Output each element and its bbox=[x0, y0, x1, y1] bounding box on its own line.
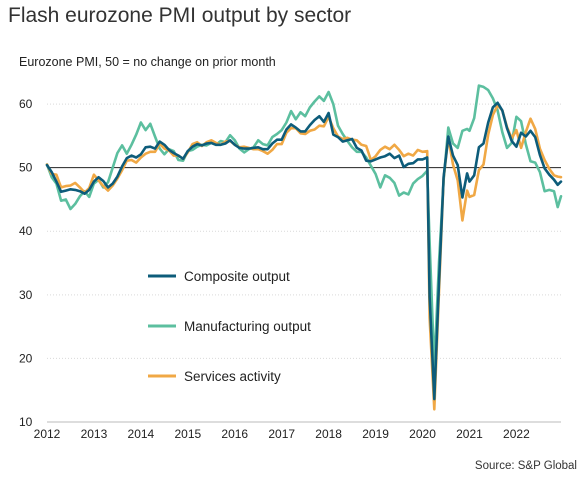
y-axis-ticks: 10 20 30 40 50 60 bbox=[19, 97, 33, 429]
x-tick-label: 2018 bbox=[315, 427, 342, 441]
series-line-composite-output bbox=[45, 101, 563, 401]
x-tick-label: 2013 bbox=[81, 427, 108, 441]
legend-label-services-activity: Services activity bbox=[184, 369, 281, 384]
series-line-services-activity bbox=[45, 104, 563, 411]
source-note: Source: S&P Global bbox=[474, 460, 577, 472]
legend-label-composite-output: Composite output bbox=[184, 269, 290, 284]
chart-title: Flash eurozone PMI output by sector bbox=[8, 4, 352, 27]
y-tick-label: 10 bbox=[19, 415, 33, 429]
series-lines bbox=[45, 84, 563, 411]
legend: Composite output Manufacturing output Serv… bbox=[148, 269, 311, 384]
x-tick-label: 2017 bbox=[268, 427, 295, 441]
x-tick-label: 2014 bbox=[128, 427, 155, 441]
x-tick-label: 2022 bbox=[503, 427, 530, 441]
x-tick-label: 2015 bbox=[174, 427, 201, 441]
x-tick-label: 2019 bbox=[362, 427, 389, 441]
y-tick-label: 20 bbox=[19, 351, 33, 365]
x-tick-label: 2012 bbox=[34, 427, 61, 441]
x-tick-label: 2016 bbox=[221, 427, 248, 441]
x-axis: 2012 2013 2014 2015 2016 2017 2018 2019 2020 2021… bbox=[34, 421, 561, 441]
y-tick-label: 60 bbox=[19, 97, 33, 111]
x-tick-label: 2020 bbox=[409, 427, 436, 441]
x-tick-label: 2021 bbox=[456, 427, 483, 441]
y-tick-label: 40 bbox=[19, 224, 33, 238]
y-tick-label: 50 bbox=[19, 161, 33, 175]
y-tick-label: 30 bbox=[19, 288, 33, 302]
legend-label-manufacturing-output: Manufacturing output bbox=[184, 319, 311, 334]
gridlines bbox=[47, 103, 561, 423]
series-line-manufacturing-output bbox=[45, 84, 563, 370]
chart-subtitle: Eurozone PMI, 50 = no change on prior mo… bbox=[19, 55, 276, 69]
